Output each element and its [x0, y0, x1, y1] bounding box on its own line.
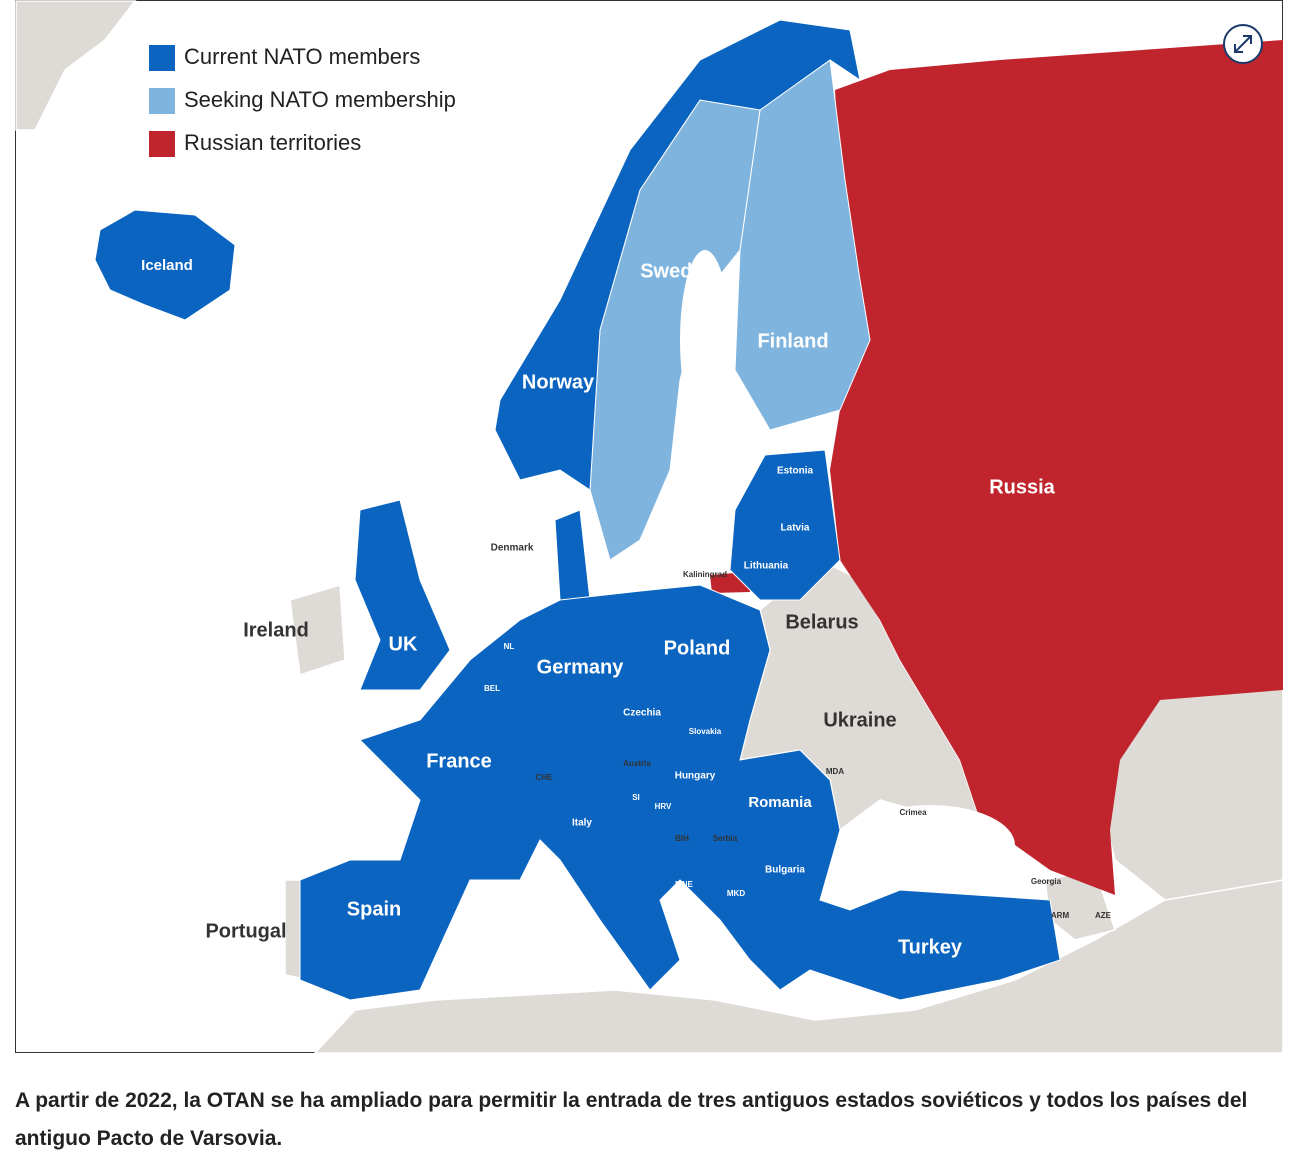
country-label: Sweden [640, 260, 716, 282]
country-label: Latvia [781, 523, 810, 534]
country-label: Turkey [898, 936, 963, 958]
country-label: HRV [655, 802, 672, 811]
legend-label: Current NATO members [184, 44, 420, 69]
country-label: MNE [675, 880, 693, 889]
country-label: Norway [522, 371, 595, 393]
country-label: Romania [748, 794, 812, 811]
legend-swatch [149, 88, 175, 114]
country-label: France [426, 750, 492, 772]
country-label: Ukraine [823, 709, 896, 731]
country-label: Russia [989, 476, 1055, 498]
country-label: Germany [537, 656, 625, 678]
country-label: Kaliningrad [683, 570, 727, 579]
country-label: UK [389, 633, 418, 655]
expand-icon [1234, 35, 1252, 53]
country-label: Iceland [141, 257, 193, 274]
country-label: Poland [664, 637, 731, 659]
map: Current NATO members Seeking NATO members… [15, 0, 1284, 1054]
country-label: Austria [623, 759, 651, 768]
country-label: Crimea [899, 808, 927, 817]
country-label: BIH [675, 834, 689, 843]
country-label: AZE [1095, 911, 1112, 920]
caption: A partir de 2022, la OTAN se ha ampliado… [15, 1089, 1248, 1150]
country-label: Bulgaria [765, 865, 805, 876]
country-label: ARM [1051, 911, 1070, 920]
nato-members [94, 19, 1061, 1001]
legend-label: Russian territories [184, 130, 361, 155]
country-label: MDA [826, 767, 844, 776]
country-label: Finland [757, 330, 828, 352]
country-label: Spain [347, 898, 401, 920]
country-label: Serbia [713, 834, 738, 843]
country-label: ALB [683, 897, 700, 906]
country-label: NL [504, 642, 515, 651]
country-label: Slovakia [689, 727, 722, 736]
legend-swatch [149, 131, 175, 157]
country-label: Portugal [205, 920, 286, 942]
country-label: Georgia [1031, 877, 1062, 886]
gulf-of-bothnia [680, 250, 730, 430]
country-label: Czechia [623, 708, 661, 719]
country-label: SI [632, 793, 640, 802]
country-label: Italy [572, 818, 592, 829]
country-label: Belarus [785, 611, 858, 633]
country-label: Lithuania [744, 561, 789, 572]
country-label: CHE [536, 773, 554, 782]
legend-label: Seeking NATO membership [184, 87, 456, 112]
country-label: Denmark [491, 543, 534, 554]
country-label: MKD [727, 889, 745, 898]
black-sea [845, 805, 1015, 885]
country-label: Estonia [777, 466, 814, 477]
legend-swatch [149, 45, 175, 71]
country-label: Ireland [243, 619, 309, 641]
country-label: Hungary [675, 771, 716, 782]
country-label: BEL [484, 684, 500, 693]
